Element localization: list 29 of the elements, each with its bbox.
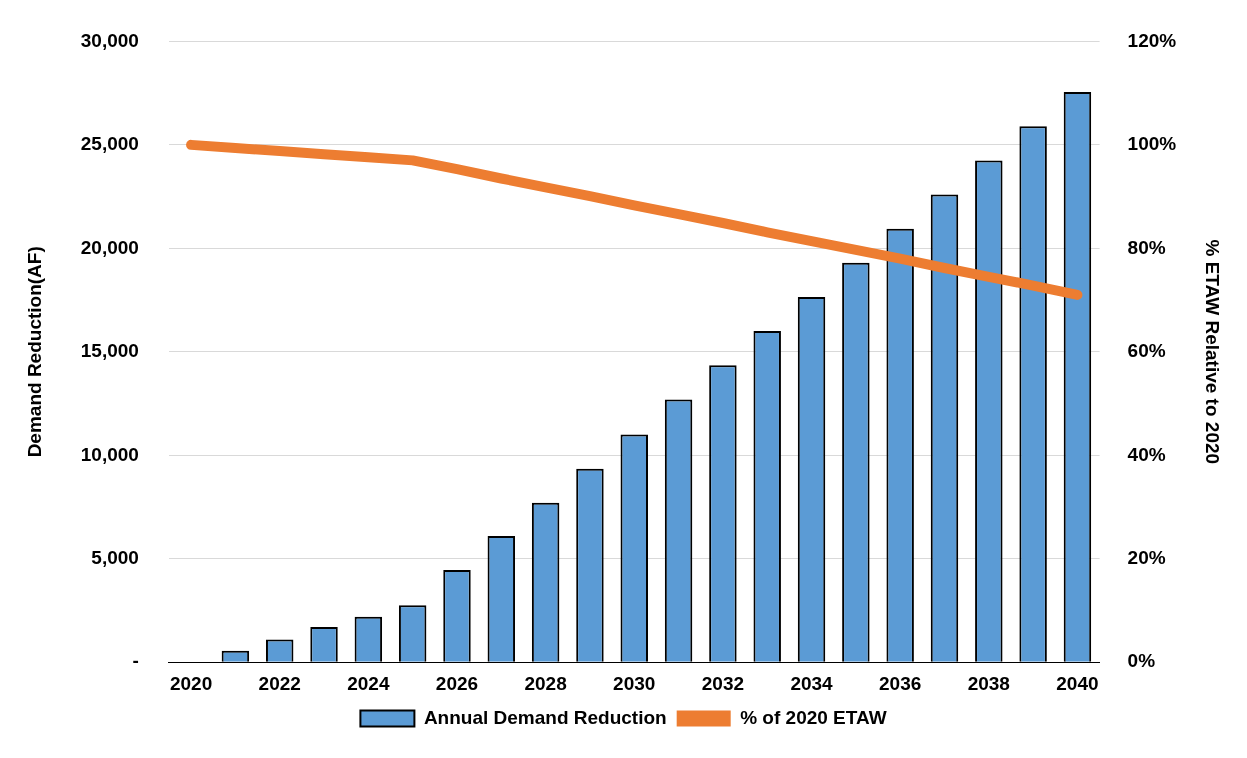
y2-tick-label: 20% bbox=[1127, 546, 1166, 568]
y2-tick-label: 80% bbox=[1127, 236, 1166, 258]
x-tick-label: 2030 bbox=[613, 672, 656, 694]
legend-label: Annual Demand Reduction bbox=[423, 706, 667, 728]
y-tick-label: 20,000 bbox=[80, 236, 139, 258]
y-tick-label: 25,000 bbox=[80, 133, 139, 155]
y-tick-label: 15,000 bbox=[80, 340, 139, 362]
y-tick-label: 30,000 bbox=[80, 29, 139, 51]
x-tick-label: 2036 bbox=[879, 672, 922, 694]
y-tick-label: 5,000 bbox=[91, 546, 139, 568]
y-tick-label: 10,000 bbox=[80, 443, 139, 465]
y2-tick-label: 0% bbox=[1127, 650, 1156, 672]
x-tick-label: 2028 bbox=[524, 672, 567, 694]
y-tick-label: - bbox=[132, 650, 139, 672]
y2-tick-label: 120% bbox=[1127, 29, 1177, 51]
x-tick-label: 2034 bbox=[790, 672, 834, 694]
legend-label: % of 2020 ETAW bbox=[740, 706, 887, 728]
x-tick-label: 2020 bbox=[169, 672, 213, 694]
y-axis-title: Demand Reduction(AF) bbox=[23, 246, 45, 458]
x-tick-label: 2040 bbox=[1056, 672, 1099, 694]
x-tick-label: 2024 bbox=[347, 672, 390, 694]
x-tick-label: 2032 bbox=[701, 672, 745, 694]
x-tick-label: 2038 bbox=[967, 672, 1010, 694]
y2-tick-label: 100% bbox=[1127, 133, 1177, 155]
x-tick-label: 2022 bbox=[258, 672, 301, 694]
y2-axis-title: % ETAW Relative to 2020 bbox=[1202, 239, 1224, 465]
x-tick-label: 2026 bbox=[435, 672, 479, 694]
y2-tick-label: 40% bbox=[1127, 443, 1166, 465]
y2-tick-label: 60% bbox=[1127, 340, 1166, 362]
